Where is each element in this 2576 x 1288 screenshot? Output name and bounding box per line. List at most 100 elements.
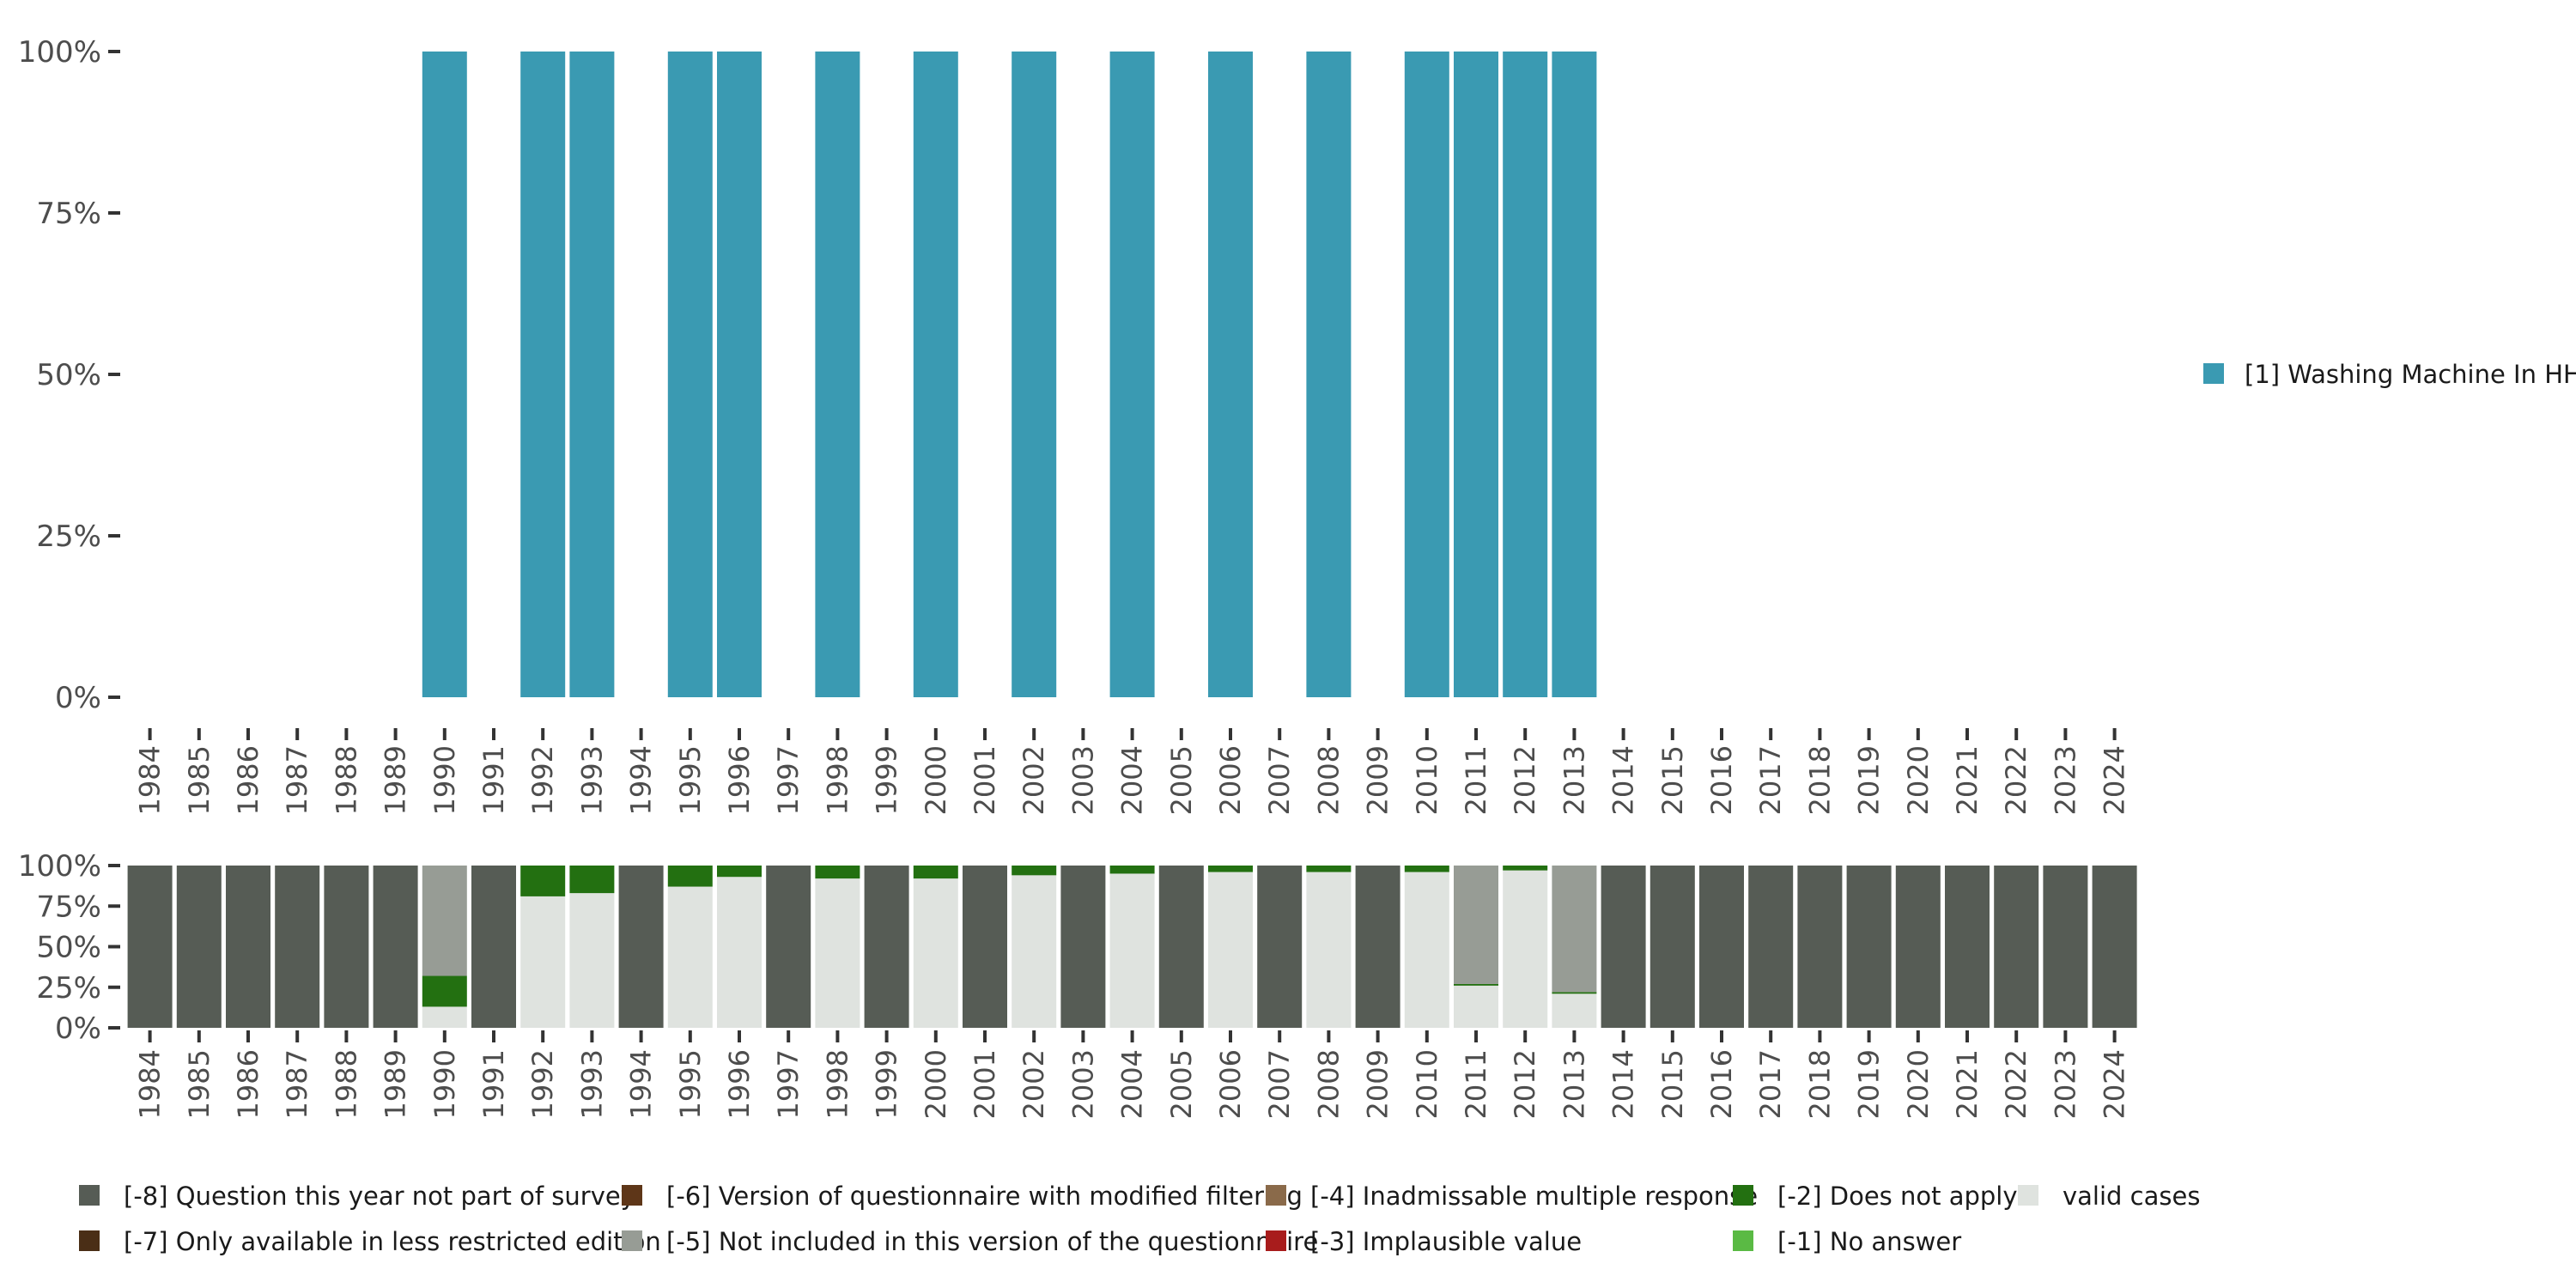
bottom-bar-2016-8-question-this-year-not-part-of-survey [1699,866,1744,1028]
top-bar-2013 [1552,52,1597,697]
top-x-tick-label-1995: 1995 [674,745,707,815]
bottom-x-tick-label-2003: 2003 [1066,1049,1099,1119]
top-bar-1992 [520,52,566,697]
bottom-bar-2000-2-does-not-apply [913,866,958,879]
bottom-bar-2012-valid-cases [1503,870,1548,1028]
bottom-chart-legend: [-8] Question this year not part of surv… [79,1182,2200,1256]
bottom-bar-2004-valid-cases [1109,873,1155,1028]
bottom-bar-1985-8-question-this-year-not-part-of-survey [176,866,222,1028]
bottom-bar-2018-8-question-this-year-not-part-of-survey [1797,866,1843,1028]
legend-label-4-inadmissable-multiple-response: [-4] Inadmissable multiple response [1310,1182,1758,1211]
bottom-chart-panel: 0% 25% 50% 75% 100% 1984 1985 1986 1987 1988 1989 1… [18,849,2137,1119]
bottom-bar-2001-8-question-this-year-not-part-of-survey [963,866,1007,1028]
legend-label-3-implausible-value: [-3] Implausible value [1310,1227,1582,1256]
bottom-bar-2004-2-does-not-apply [1109,866,1155,874]
top-chart-legend: [1] Washing Machine In HH [2203,360,2576,389]
top-x-tick-label-2023: 2023 [2049,745,2081,815]
bottom-y-tick-label: 100% [18,849,101,884]
top-bar-2000 [913,52,958,697]
legend-swatch-5-not-included-in-this-version-of-the-questionnaire [622,1230,642,1251]
bottom-bar-1989-8-question-this-year-not-part-of-survey [373,866,418,1028]
bottom-x-tick-label-1987: 1987 [281,1049,313,1119]
bottom-bar-2017-8-question-this-year-not-part-of-survey [1748,866,1794,1028]
bottom-x-tick-label-1984: 1984 [134,1049,167,1119]
top-bar-1996 [717,52,762,697]
bottom-bar-2006-valid-cases [1208,872,1253,1028]
bottom-x-tick-label-2012: 2012 [1509,1049,1541,1119]
bottom-bar-2013-valid-cases [1552,993,1597,1028]
bottom-x-tick-label-1995: 1995 [674,1049,707,1119]
bottom-x-tick-label-2010: 2010 [1411,1049,1443,1119]
top-bar-2012 [1503,52,1548,697]
bottom-x-tick-label-1996: 1996 [723,1049,756,1119]
top-x-tick-label-1984: 1984 [134,745,167,815]
top-bar-1990 [422,52,467,697]
bottom-y-tick-label: 25% [36,971,101,1005]
bottom-x-tick-label-2017: 2017 [1754,1049,1787,1119]
legend-swatch-6-version-of-questionnaire-with-modified-filtering [622,1185,642,1206]
bottom-bar-2000-valid-cases [913,878,958,1028]
top-x-tick-label-2013: 2013 [1558,745,1590,815]
bottom-x-tick-label-2006: 2006 [1214,1049,1247,1119]
bottom-bar-2010-valid-cases [1404,872,1449,1028]
legend-swatch-1-no-answer [1733,1230,1753,1251]
top-y-tick-label: 100% [18,35,101,70]
bottom-x-tick-label-2013: 2013 [1558,1049,1590,1119]
bottom-bar-2011-5-not-included-in-this-version-of-the-questionnaire [1454,866,1498,984]
bottom-x-tick-label-2000: 2000 [920,1049,952,1119]
bottom-bar-1991-8-question-this-year-not-part-of-survey [471,866,516,1028]
top-x-tick-label-2021: 2021 [1951,745,1984,815]
top-x-tick-label-2009: 2009 [1362,745,1394,815]
top-x-tick-label-2005: 2005 [1165,745,1198,815]
legend-swatch-8-question-this-year-not-part-of-survey [79,1185,100,1206]
legend-swatch-3-implausible-value [1266,1230,1286,1251]
bottom-x-tick-label-2004: 2004 [1116,1049,1149,1119]
top-x-tick-label-2018: 2018 [1803,745,1836,815]
top-y-tick-label: 50% [36,358,101,392]
top-x-tick-label-1985: 1985 [183,745,216,815]
bottom-bar-2008-2-does-not-apply [1306,866,1352,872]
bottom-bar-2008-valid-cases [1306,872,1352,1028]
bottom-x-tick-label-1994: 1994 [625,1049,658,1119]
legend-label-2-does-not-apply: [-2] Does not apply [1777,1182,2018,1211]
bottom-bar-2013-2-does-not-apply [1552,992,1597,994]
bottom-bar-2002-valid-cases [1012,875,1057,1028]
top-x-tick-label-2022: 2022 [2000,745,2032,815]
bottom-bar-2019-8-question-this-year-not-part-of-survey [1846,866,1892,1028]
bottom-bar-1992-2-does-not-apply [520,866,566,896]
bottom-bar-1993-valid-cases [569,893,615,1028]
legend-label-valid-cases: valid cases [2063,1182,2200,1211]
top-bar-2008 [1306,52,1352,697]
legend-label-5-not-included-in-this-version-of-the-questionnaire: [-5] Not included in this version of the… [666,1227,1318,1256]
bottom-bar-2015-8-question-this-year-not-part-of-survey [1649,866,1695,1028]
top-x-tick-label-2003: 2003 [1066,745,1099,815]
bottom-y-tick-label: 0% [55,1012,101,1046]
bottom-x-tick-label-1997: 1997 [772,1049,805,1119]
top-bar-2002 [1012,52,1057,697]
top-x-tick-label-1998: 1998 [821,745,854,815]
bottom-x-tick-label-2011: 2011 [1460,1049,1492,1119]
bottom-bar-1995-valid-cases [667,886,713,1028]
top-x-tick-label-2008: 2008 [1312,745,1345,815]
bottom-bar-1998-2-does-not-apply [815,866,860,879]
top-bar-1995 [667,52,713,697]
bottom-bar-2014-8-question-this-year-not-part-of-survey [1601,866,1646,1028]
bottom-x-tick-label-1992: 1992 [526,1049,559,1119]
top-bar-1993 [569,52,615,697]
top-x-tick-label-2011: 2011 [1460,745,1492,815]
top-chart-panel: 0% 25% 50% 75% 100% 1984 1985 1986 1987 1988 1989 1… [18,35,2131,815]
legend-label-1-no-answer: [-1] No answer [1777,1227,1961,1256]
top-x-tick-label-1991: 1991 [477,745,510,815]
bottom-x-tick-label-2002: 2002 [1018,1049,1050,1119]
bottom-x-tick-label-1998: 1998 [821,1049,854,1119]
top-x-tick-label-2004: 2004 [1116,745,1149,815]
top-x-tick-label-1989: 1989 [380,745,412,815]
top-bar-1998 [815,52,860,697]
bottom-bar-2023-8-question-this-year-not-part-of-survey [2043,866,2088,1028]
bottom-bar-2021-8-question-this-year-not-part-of-survey [1945,866,1990,1028]
top-x-tick-label-2024: 2024 [2099,745,2131,815]
bottom-y-tick-label: 50% [36,931,101,965]
top-bar-2004 [1109,52,1155,697]
top-y-tick-label: 0% [55,681,101,715]
